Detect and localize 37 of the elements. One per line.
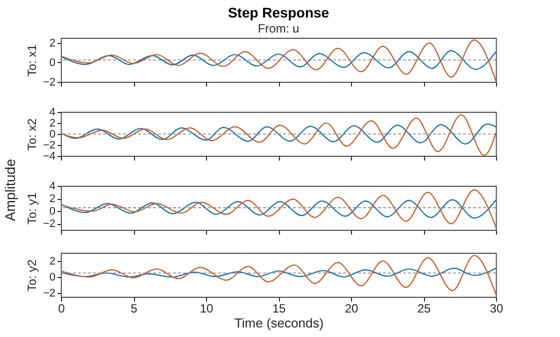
chart-subtitle: From: u: [258, 21, 300, 36]
x-tick-label: 10: [200, 302, 214, 316]
x-tick-label: 20: [344, 302, 358, 316]
y-tick-label: 0: [49, 206, 56, 218]
y-tick-label: −2: [42, 288, 56, 300]
x-tick-label: 5: [130, 302, 138, 316]
line-series: [61, 199, 496, 219]
line-series: [61, 50, 496, 70]
y-tick-label: −2: [42, 76, 56, 88]
y-tick-label: 2: [49, 193, 56, 206]
y-tick-label: 0: [49, 56, 56, 69]
x-axis-title: Time (seconds): [234, 316, 324, 330]
y-axis-title: To: y1: [24, 192, 39, 225]
line-series: [61, 189, 496, 228]
line-series: [61, 114, 496, 156]
y-axis-title: To: x1: [24, 44, 39, 77]
chart-title: Step Response: [228, 4, 330, 20]
y-tick-label: −2: [42, 140, 56, 152]
y-tick-label: 2: [49, 37, 56, 50]
y-tick-label: 2: [49, 256, 56, 268]
y-axis-title: To: y2: [24, 259, 39, 292]
y-tick-label: 2: [49, 118, 56, 130]
y-tick-label: 4: [49, 180, 56, 192]
y-tick-label: 0: [49, 128, 56, 140]
x-tick-label: 15: [272, 302, 286, 316]
x-tick-label: 30: [490, 302, 504, 316]
x-tick-label: 25: [417, 302, 431, 316]
line-series: [61, 254, 496, 296]
x-tick-label: 0: [58, 302, 66, 316]
y-tick-label: −2: [42, 218, 56, 230]
y-axis-title: To: x2: [24, 118, 39, 151]
y-tick-label: −4: [42, 150, 56, 162]
line-series: [61, 268, 496, 278]
text: Amplitude: [2, 158, 18, 222]
line-series: [61, 124, 496, 144]
y-tick-label: 4: [49, 106, 56, 118]
y-tick-label: 0: [49, 272, 56, 284]
